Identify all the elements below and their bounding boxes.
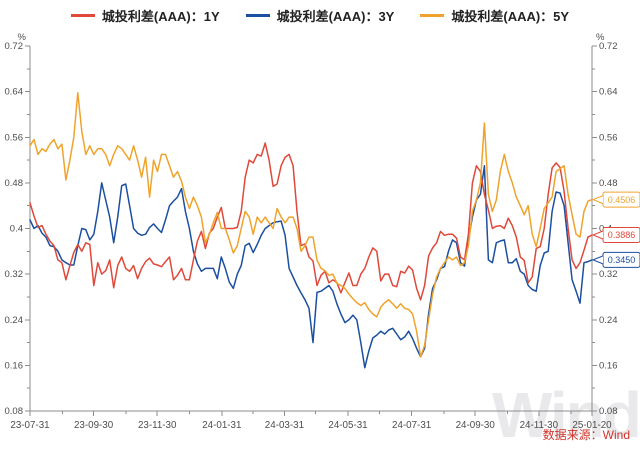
- x-tick-label: 24-07-31: [392, 420, 431, 431]
- x-tick-label: 24-11-30: [520, 420, 559, 431]
- data-source-note: 数据来源：Wind: [542, 428, 630, 442]
- y-tick-label-right: 0.56: [599, 132, 618, 143]
- last-value-label-3y: 0.3450: [608, 255, 636, 265]
- y-tick-label-left: 0.08: [5, 406, 24, 417]
- y-tick-label-right: 0.64: [599, 87, 618, 98]
- x-tick-label: 24-01-31: [202, 420, 241, 431]
- chart-legend: 城投利差(AAA)：1Y 城投利差(AAA)：3Y 城投利差(AAA)：5Y: [0, 6, 640, 25]
- wind-watermark: Wind: [492, 379, 640, 449]
- legend-label-1y: 城投利差(AAA)：1Y: [101, 9, 220, 24]
- y-tick-label-left: 0.24: [5, 315, 24, 326]
- legend-line-swatch-3y: [245, 14, 270, 17]
- y-tick-label-right: 0.16: [599, 360, 618, 371]
- y-tick-label-right: 0.24: [599, 315, 618, 326]
- legend-label-3y: 城投利差(AAA)：3Y: [276, 9, 395, 24]
- x-tick-label: 23-11-30: [138, 420, 177, 431]
- x-tick-label: 25-01-20: [572, 420, 612, 431]
- x-tick-label: 23-07-31: [10, 420, 49, 431]
- y-tick-label-left: 0.64: [5, 87, 24, 98]
- legend-item-3y[interactable]: 城投利差(AAA)：3Y: [245, 6, 395, 25]
- y-tick-label-left: 0.48: [5, 178, 24, 189]
- last-value-label-5y: 0.4506: [608, 195, 636, 205]
- x-tick-label: 23-09-30: [74, 420, 114, 431]
- legend-item-1y[interactable]: 城投利差(AAA)：1Y: [70, 6, 220, 25]
- last-value-label-1y: 0.3886: [608, 230, 636, 240]
- y-tick-label-right: 0.08: [599, 406, 618, 417]
- x-tick-label: 24-09-30: [456, 420, 496, 431]
- series-line-3y: [29, 165, 593, 369]
- legend-label-5y: 城投利差(AAA)：5Y: [451, 9, 570, 24]
- y-tick-label-left: 0.56: [5, 132, 24, 143]
- callout-pointer-1y: [591, 230, 604, 240]
- callout-pointer-3y: [591, 255, 604, 265]
- y-tick-label-right: 0.72: [599, 41, 618, 52]
- legend-line-swatch-5y: [420, 14, 445, 17]
- legend-line-swatch-1y: [70, 14, 95, 17]
- series-line-5y: [29, 92, 593, 358]
- y-tick-label-left: 0.72: [5, 41, 24, 52]
- callout-pointer-5y: [591, 195, 604, 205]
- y-tick-label-left: 0.16: [5, 360, 24, 371]
- x-tick-label: 24-03-31: [265, 420, 304, 431]
- y-tick-label-right: 0.32: [599, 269, 618, 280]
- y-unit-right: %: [596, 32, 605, 43]
- series-line-1y: [29, 142, 593, 301]
- y-tick-label-left: 0.32: [5, 269, 24, 280]
- y-tick-label-left: 0.4: [10, 224, 23, 235]
- x-tick-label: 24-05-31: [328, 420, 367, 431]
- y-tick-label-right: 0.48: [599, 178, 618, 189]
- y-unit-left: %: [18, 32, 27, 43]
- legend-item-5y[interactable]: 城投利差(AAA)：5Y: [420, 6, 569, 25]
